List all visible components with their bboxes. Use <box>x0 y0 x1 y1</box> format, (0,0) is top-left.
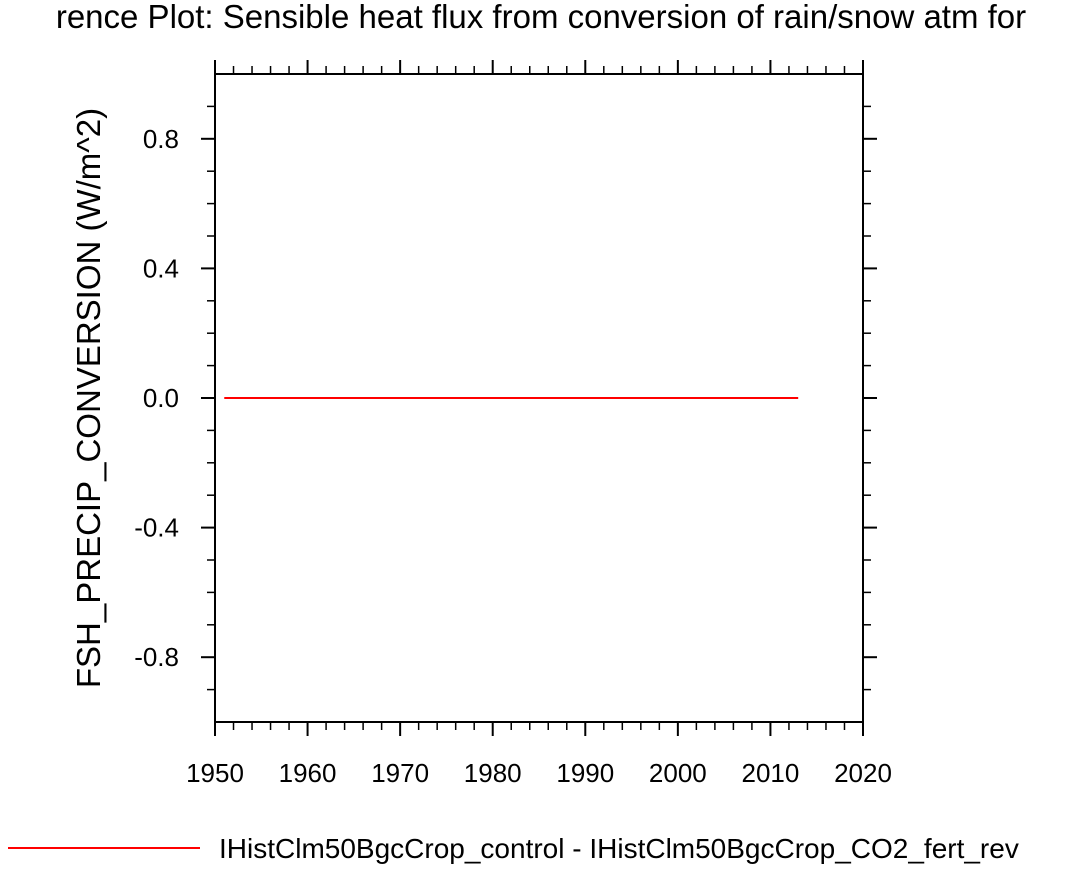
x-tick-label: 2010 <box>742 758 800 788</box>
y-axis-label: FSH_PRECIP_CONVERSION (W/m^2) <box>70 108 107 688</box>
x-tick-label: 1960 <box>279 758 337 788</box>
x-tick-label: 1980 <box>464 758 522 788</box>
y-tick-label: -0.8 <box>134 642 179 672</box>
legend-label: IHistClm50BgcCrop_control - IHistClm50Bg… <box>219 833 1019 864</box>
x-tick-label: 2000 <box>649 758 707 788</box>
y-tick-label: 0.4 <box>143 253 179 283</box>
y-tick-label: 0.8 <box>143 124 179 154</box>
x-tick-label: 2020 <box>834 758 892 788</box>
y-tick-label: -0.4 <box>134 513 179 543</box>
chart-title: rence Plot: Sensible heat flux from conv… <box>56 0 1026 35</box>
plot-area: 1950 1960 1970 1980 1990 2000 2010 2020 0.8 0.4 0.… <box>134 60 892 788</box>
x-tick-label: 1990 <box>556 758 614 788</box>
legend: IHistClm50BgcCrop_control - IHistClm50Bg… <box>8 833 1019 864</box>
x-tick-label: 1970 <box>371 758 429 788</box>
y-tick-label: 0.0 <box>143 383 179 413</box>
x-tick-label: 1950 <box>186 758 244 788</box>
